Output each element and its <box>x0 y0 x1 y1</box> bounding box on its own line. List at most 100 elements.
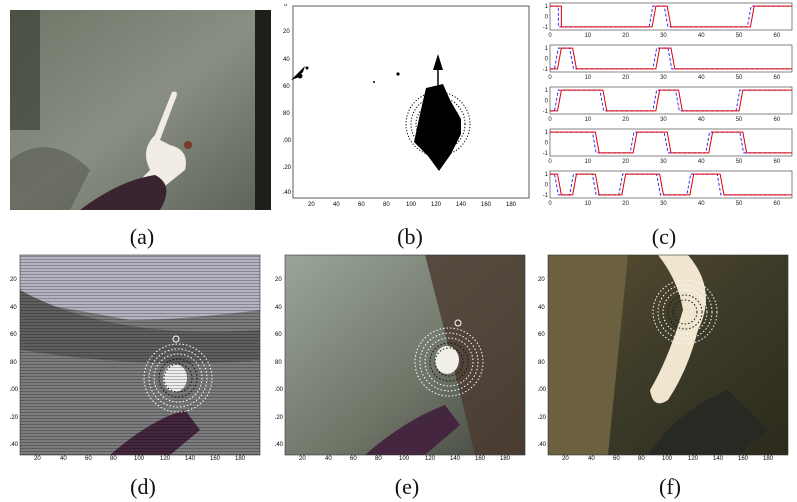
e-x-tick: 140 <box>450 456 461 462</box>
e-y-tick: 100 <box>275 387 284 393</box>
signal-solid-line <box>550 5 792 28</box>
d-x-tick: 180 <box>235 456 246 462</box>
c-x-tick: 40 <box>698 75 705 81</box>
signal-subplot-frame <box>549 86 793 115</box>
b-x-tick: 140 <box>456 202 467 208</box>
c-x-tick: 40 <box>698 201 705 207</box>
e-y-tick: 40 <box>275 305 282 311</box>
c-x-tick: 30 <box>660 201 667 207</box>
d-y-tick: 60 <box>10 332 17 338</box>
c-x-tick: 60 <box>774 33 781 39</box>
c-x-tick: 10 <box>584 75 591 81</box>
c-y-tick: 0 <box>545 141 549 147</box>
b-x-tick: 100 <box>406 202 417 208</box>
c-x-tick: 0 <box>548 117 552 123</box>
f-y-tick: 120 <box>538 415 547 421</box>
f-x-tick: 60 <box>613 456 620 462</box>
e-x-tick: 40 <box>325 456 332 462</box>
f-y-tick: 20 <box>538 277 545 283</box>
d-y-tick: 120 <box>10 415 19 421</box>
f-y-tick: 40 <box>538 305 545 311</box>
e-x-tick: 60 <box>350 456 357 462</box>
d-y-tick: 40 <box>10 305 17 311</box>
signal-solid-line <box>550 89 792 112</box>
d-y-tick: 80 <box>10 360 17 366</box>
c-x-tick: 10 <box>584 159 591 165</box>
e-y-tick: 80 <box>275 360 282 366</box>
panel-f-tracking-frame: 20 40 60 80 100 120 140 160 180 20 40 60… <box>538 250 797 465</box>
e-x-tick: 80 <box>375 456 382 462</box>
c-x-tick: 60 <box>774 201 781 207</box>
d-x-tick: 60 <box>85 456 92 462</box>
f-y-tick: 100 <box>538 387 547 393</box>
b-y-tick: 80 <box>283 111 290 117</box>
c-y-tick: -1 <box>543 151 549 157</box>
c-x-tick: 20 <box>622 75 629 81</box>
e-x-tick: 20 <box>299 456 306 462</box>
e-x-tick: 180 <box>500 456 511 462</box>
e-x-tick: 120 <box>425 456 436 462</box>
signal-dashed-line <box>550 89 789 112</box>
c-x-tick: 40 <box>698 159 705 165</box>
c-x-tick: 10 <box>584 117 591 123</box>
c-x-tick: 10 <box>584 33 591 39</box>
signal-solid-line <box>550 131 792 154</box>
c-x-tick: 30 <box>660 75 667 81</box>
c-x-tick: 50 <box>736 75 743 81</box>
b-x-tick: 180 <box>506 202 517 208</box>
b-x-tick: 160 <box>481 202 492 208</box>
b-y-tick: 60 <box>283 84 290 90</box>
c-x-tick: 60 <box>774 75 781 81</box>
c-x-tick: 40 <box>698 117 705 123</box>
c-x-tick: 0 <box>548 33 552 39</box>
f-y-tick: 80 <box>538 360 545 366</box>
c-x-tick: 10 <box>584 201 591 207</box>
f-x-tick: 140 <box>713 456 724 462</box>
d-x-tick: 80 <box>110 456 117 462</box>
c-x-tick: 20 <box>622 33 629 39</box>
c-y-tick: -1 <box>543 25 549 31</box>
c-y-tick: 1 <box>545 4 549 10</box>
c-x-tick: 60 <box>774 159 781 165</box>
d-y-tick: 100 <box>10 387 19 393</box>
c-x-tick: 20 <box>622 117 629 123</box>
c-x-tick: 30 <box>660 159 667 165</box>
e-x-tick: 100 <box>399 456 410 462</box>
c-y-tick: 1 <box>545 46 549 52</box>
signal-dashed-line <box>550 131 789 154</box>
caption-d: (d) <box>130 474 156 499</box>
d-x-tick: 140 <box>185 456 196 462</box>
f-x-tick: 80 <box>638 456 645 462</box>
caption-e: (e) <box>394 474 420 499</box>
signal-solid-line <box>550 173 792 196</box>
b-x-tick: 20 <box>308 202 315 208</box>
c-y-tick: -1 <box>543 67 549 73</box>
b-y-tick: 100 <box>283 138 292 144</box>
caption-c: (c) <box>651 224 677 249</box>
c-y-tick: 1 <box>545 130 549 136</box>
b-y-tick: 40 <box>283 57 290 63</box>
c-x-tick: 20 <box>622 159 629 165</box>
f-y-tick: 60 <box>538 332 545 338</box>
caption-f: (f) <box>659 474 681 499</box>
f-x-tick: 20 <box>562 456 569 462</box>
e-y-tick: 60 <box>275 332 282 338</box>
c-y-tick: 0 <box>545 99 549 105</box>
c-y-tick: -1 <box>543 193 549 199</box>
d-x-tick: 120 <box>160 456 171 462</box>
d-x-tick: 100 <box>134 456 145 462</box>
b-x-tick: 120 <box>431 202 442 208</box>
c-x-tick: 40 <box>698 33 705 39</box>
panel-d-tracking-frame: 20 40 60 80 100 120 140 20 40 60 80 100 … <box>10 250 272 465</box>
panel-b-blob-plot: 0 20 40 60 80 100 120 140 20 40 60 80 10… <box>283 4 531 212</box>
c-x-tick: 50 <box>736 117 743 123</box>
d-x-tick: 40 <box>60 456 67 462</box>
signal-solid-line <box>550 47 792 70</box>
b-y-tick: 0 <box>284 4 288 8</box>
b-x-tick: 40 <box>333 202 340 208</box>
d-x-tick: 160 <box>210 456 221 462</box>
f-x-tick: 160 <box>738 456 749 462</box>
f-x-tick: 180 <box>763 456 774 462</box>
c-y-tick: -1 <box>543 109 549 115</box>
f-x-tick: 120 <box>688 456 699 462</box>
